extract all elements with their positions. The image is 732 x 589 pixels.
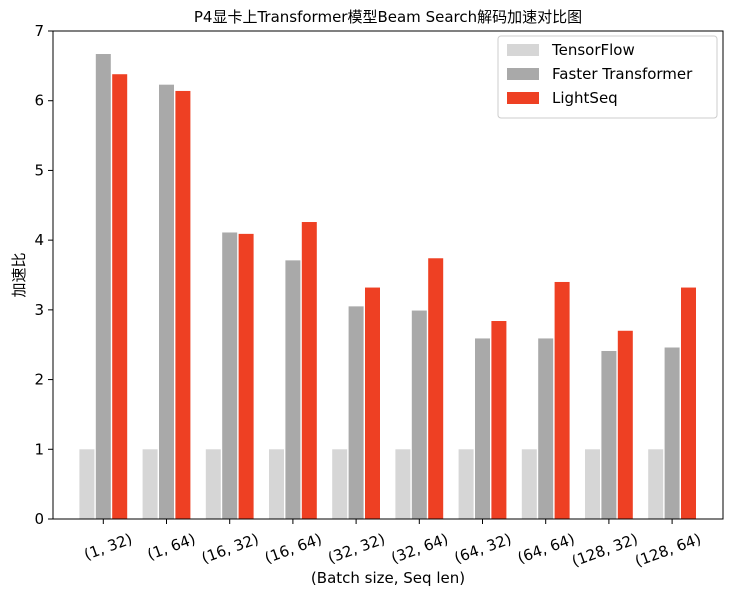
legend-label-faster-transformer: Faster Transformer (552, 65, 693, 83)
x-tick-label: (16, 32) (199, 530, 261, 567)
bar-faster-transformer-0 (95, 54, 111, 519)
bar-lightseq-8 (617, 330, 633, 519)
x-tick-label: (64, 32) (452, 530, 514, 567)
bars-group (79, 54, 696, 520)
y-tick-label: 1 (34, 440, 44, 458)
bar-faster-transformer-2 (222, 232, 238, 519)
y-tick-label: 5 (34, 161, 44, 179)
legend-label-lightseq: LightSeq (552, 89, 618, 107)
x-tick-label: (32, 64) (389, 530, 451, 567)
x-tick-label: (1, 32) (82, 530, 135, 564)
legend-label-tensorflow: TensorFlow (551, 41, 635, 59)
x-tick-label: (16, 64) (262, 530, 324, 567)
bar-faster-transformer-7 (538, 338, 554, 519)
bar-faster-transformer-4 (348, 306, 364, 519)
bar-faster-transformer-3 (285, 260, 301, 519)
bar-faster-transformer-9 (664, 347, 680, 519)
x-axis: (1, 32) (1, 64) (16, 32) (16, 64) (32, 32) (3… (82, 519, 704, 571)
legend: TensorFlow Faster Transformer LightSeq (497, 35, 718, 119)
bar-lightseq-2 (238, 233, 254, 519)
y-tick-label: 7 (34, 22, 44, 40)
plot-frame (52, 30, 724, 520)
chart-title: P4显卡上Transformer模型Beam Search解码加速对比图 (194, 8, 582, 26)
bar-tensorflow-8 (585, 449, 600, 519)
legend-swatch-tensorflow (507, 44, 539, 56)
x-tick-label: (1, 64) (145, 530, 198, 564)
x-axis-label: (Batch size, Seq len) (311, 569, 465, 587)
legend-box (497, 35, 718, 119)
bar-faster-transformer-8 (601, 350, 617, 519)
bar-lightseq-7 (554, 281, 570, 519)
x-tick-label: (32, 32) (325, 530, 387, 567)
bar-lightseq-0 (112, 74, 128, 519)
legend-swatch-faster-transformer (507, 68, 539, 80)
bar-faster-transformer-5 (411, 310, 427, 519)
bar-lightseq-1 (175, 90, 191, 519)
x-tick-label: (128, 64) (633, 530, 704, 571)
x-tick-label: (64, 64) (515, 530, 577, 567)
bar-tensorflow-9 (648, 449, 664, 519)
x-tick-label: (128, 32) (569, 530, 640, 571)
y-tick-label: 4 (34, 231, 44, 249)
bar-tensorflow-2 (205, 449, 221, 519)
bar-lightseq-4 (365, 287, 380, 519)
bar-tensorflow-4 (332, 449, 348, 519)
y-tick-label: 3 (34, 301, 44, 319)
bar-tensorflow-3 (269, 449, 284, 519)
bar-lightseq-9 (681, 287, 696, 519)
bar-faster-transformer-6 (475, 338, 490, 519)
bar-tensorflow-5 (395, 449, 411, 519)
bar-tensorflow-6 (458, 449, 474, 519)
bar-faster-transformer-1 (159, 84, 174, 520)
y-tick-label: 6 (34, 92, 44, 110)
legend-swatch-lightseq (507, 92, 539, 104)
y-tick-label: 2 (34, 371, 44, 389)
y-tick-label: 0 (34, 510, 44, 528)
bar-lightseq-3 (301, 222, 317, 519)
bar-lightseq-5 (428, 258, 444, 519)
bar-tensorflow-7 (521, 449, 537, 519)
y-axis-label: 加速比 (10, 252, 28, 297)
y-axis: 0 1 2 3 4 5 6 7 (34, 22, 53, 528)
bar-lightseq-6 (491, 321, 507, 519)
bar-tensorflow-1 (142, 449, 158, 519)
bar-tensorflow-0 (79, 449, 95, 519)
